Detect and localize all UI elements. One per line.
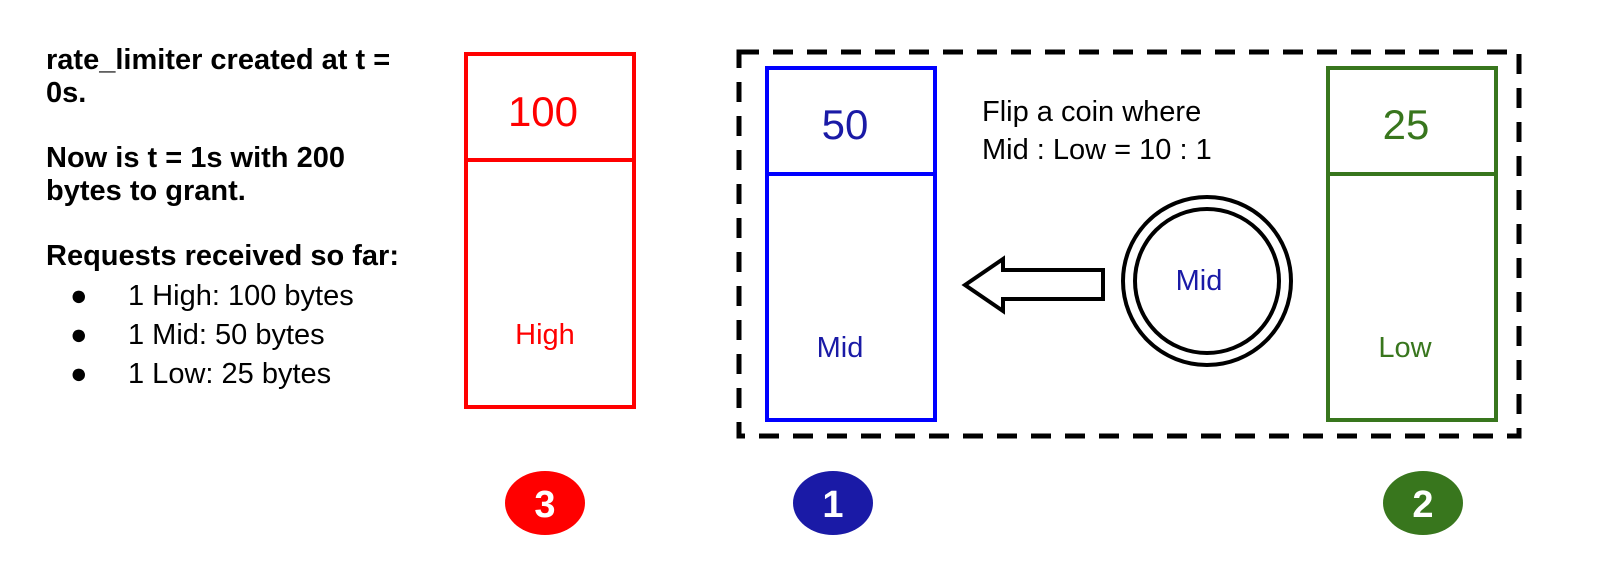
note-now: Now is t = 1s with 200 bytes to grant.	[46, 142, 345, 207]
mid-low-group-box	[736, 49, 1522, 439]
coin-icon: Mid	[1121, 195, 1293, 367]
high-bucket: 100 High	[464, 52, 636, 409]
high-bucket-label: High	[515, 319, 575, 351]
bullet-icon: ●	[70, 358, 88, 390]
bullet-icon: ●	[70, 319, 88, 351]
request-list: ● 1 High: 100 bytes ● 1 Mid: 50 bytes ● 1 L…	[46, 277, 406, 394]
mid-bucket-value: 50	[822, 101, 869, 148]
coin-instruction-line2: Mid : Low = 10 : 1	[982, 134, 1212, 166]
request-mid: 1 Mid: 50 bytes	[128, 319, 325, 351]
low-bucket-label: Low	[1378, 332, 1432, 364]
high-bucket-frame	[464, 52, 636, 409]
mid-order-badge-circle	[793, 471, 873, 535]
bullet-icon: ●	[70, 280, 88, 312]
request-high: 1 High: 100 bytes	[128, 280, 354, 312]
list-item: ● 1 High: 100 bytes	[46, 277, 406, 316]
mid-bucket-label: Mid	[817, 332, 864, 364]
high-order-badge: 3	[505, 471, 585, 535]
coin-instruction-line1: Flip a coin where	[982, 96, 1201, 128]
list-item: ● 1 Low: 25 bytes	[46, 355, 406, 394]
coin-inner-ring	[1133, 207, 1281, 355]
high-bucket-value: 100	[508, 88, 578, 135]
low-bucket-value: 25	[1383, 101, 1430, 148]
high-order-number: 3	[534, 484, 555, 526]
note-requests: Requests received so far:	[46, 240, 399, 272]
low-order-badge: 2	[1383, 471, 1463, 535]
low-order-badge-circle	[1383, 471, 1463, 535]
coin-result: Mid	[1176, 265, 1223, 297]
high-order-badge-circle	[505, 471, 585, 535]
low-order-number: 2	[1412, 484, 1433, 526]
note-created: rate_limiter created at t = 0s.	[46, 44, 391, 109]
mid-bucket-frame	[765, 66, 937, 422]
mid-order-badge: 1	[793, 471, 873, 535]
low-bucket: 25 Low	[1326, 66, 1498, 422]
request-low: 1 Low: 25 bytes	[128, 358, 332, 390]
list-item: ● 1 Mid: 50 bytes	[46, 316, 406, 355]
mid-order-number: 1	[822, 484, 843, 526]
arrow-left-icon	[961, 255, 1105, 315]
low-bucket-frame	[1326, 66, 1498, 422]
notes-panel: rate_limiter created at t = 0s. Now is t…	[46, 44, 406, 394]
mid-bucket: 50 Mid	[765, 66, 937, 422]
